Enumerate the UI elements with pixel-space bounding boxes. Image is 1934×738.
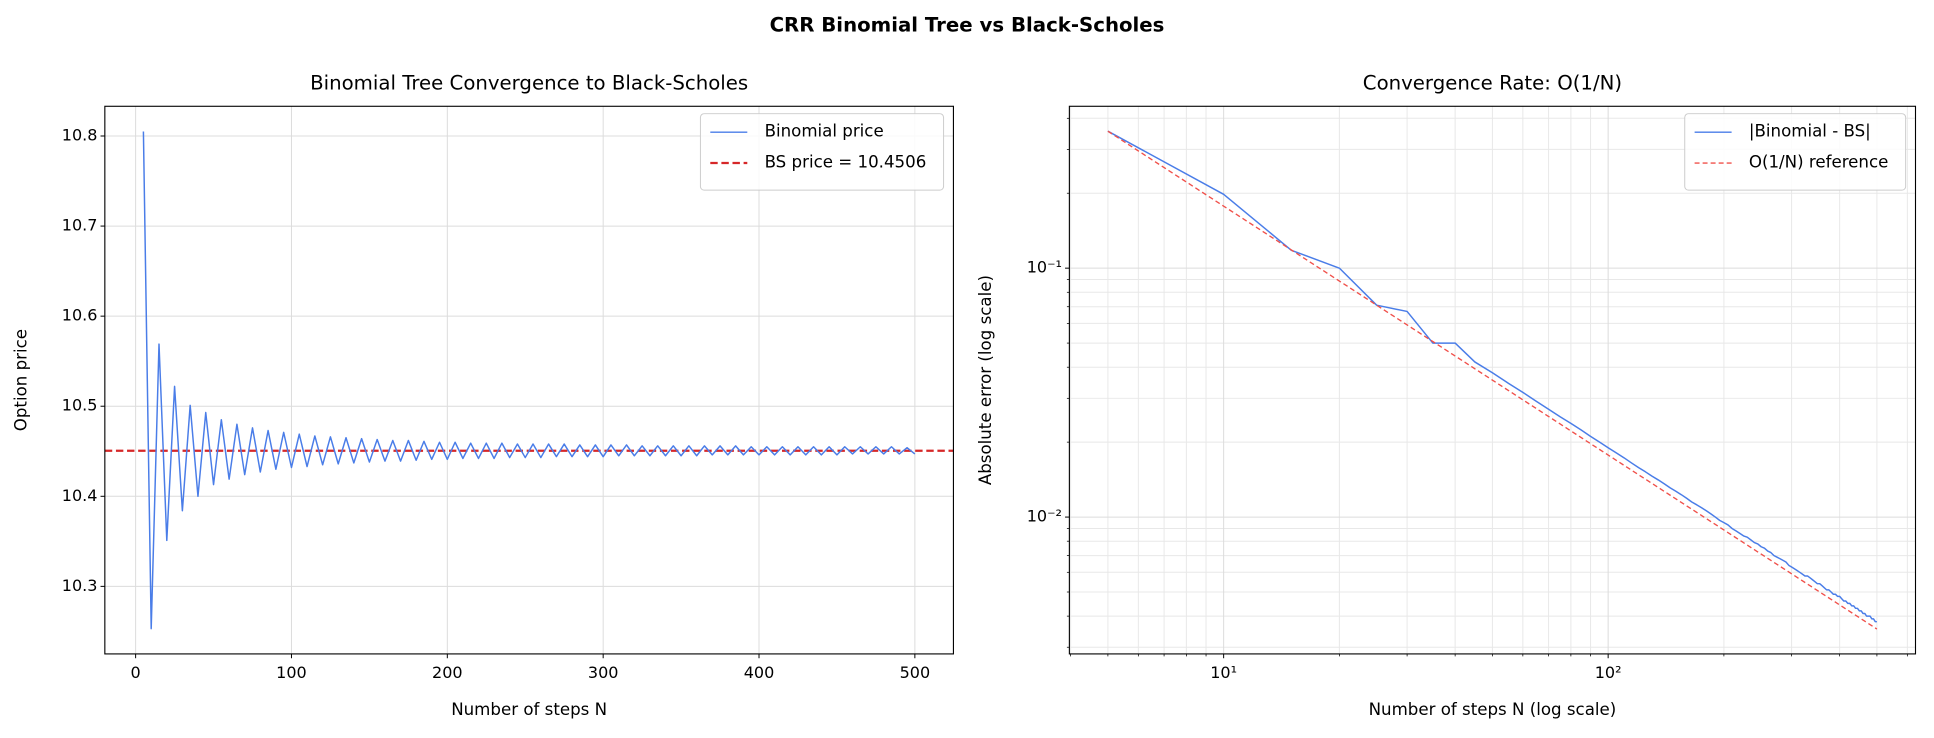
x-tick-label: 0 (131, 663, 141, 682)
legend: Binomial price BS price = 10.4506 (699, 113, 945, 191)
series-line (142, 131, 916, 630)
y-tick-label: 10.8 (62, 126, 98, 145)
figure-title: CRR Binomial Tree vs Black-Scholes (770, 14, 1165, 37)
subplot: Convergence Rate: O(1/N) Number of steps … (976, 72, 1917, 719)
plot-frame (104, 105, 954, 655)
y-axis-label: Absolute error (log scale) (976, 275, 995, 485)
subplot-title: Binomial Tree Convergence to Black-Schol… (310, 72, 748, 95)
y-tick-label: 10.7 (62, 216, 98, 235)
x-tick-label: 10² (1595, 663, 1622, 682)
x-tick-label: 10¹ (1210, 663, 1237, 682)
series-line (1107, 130, 1877, 623)
x-tick-label: 400 (744, 663, 775, 682)
legend-label: Binomial price (765, 122, 884, 141)
x-tick-label: 500 (900, 663, 931, 682)
y-tick-label: 10.4 (62, 486, 98, 505)
y-tick-label: 10.3 (62, 576, 98, 595)
y-tick-label: 10.5 (62, 396, 98, 415)
subplot: Binomial Tree Convergence to Black-Schol… (12, 72, 954, 719)
x-axis-label: Number of steps N (log scale) (1369, 700, 1617, 719)
legend: |Binomial - BS| O(1/N) reference (1684, 113, 1907, 191)
y-axis-label: Option price (12, 329, 31, 431)
x-tick-label: 200 (432, 663, 463, 682)
y-tick-label: 10.6 (62, 306, 98, 325)
legend-label: BS price = 10.4506 (765, 153, 927, 172)
legend-box (699, 113, 945, 191)
y-tick-label: 10⁻² (1027, 507, 1062, 526)
x-axis-label: Number of steps N (451, 700, 607, 719)
series-line (1107, 130, 1878, 630)
subplot-title: Convergence Rate: O(1/N) (1363, 72, 1622, 95)
legend-label: |Binomial - BS| (1749, 122, 1871, 141)
plot-frame (1068, 105, 1917, 655)
x-tick-label: 100 (276, 663, 307, 682)
x-tick-label: 300 (588, 663, 619, 682)
y-tick-label: 10⁻¹ (1027, 258, 1062, 277)
legend-box (1684, 113, 1907, 191)
legend-label: O(1/N) reference (1749, 153, 1888, 172)
